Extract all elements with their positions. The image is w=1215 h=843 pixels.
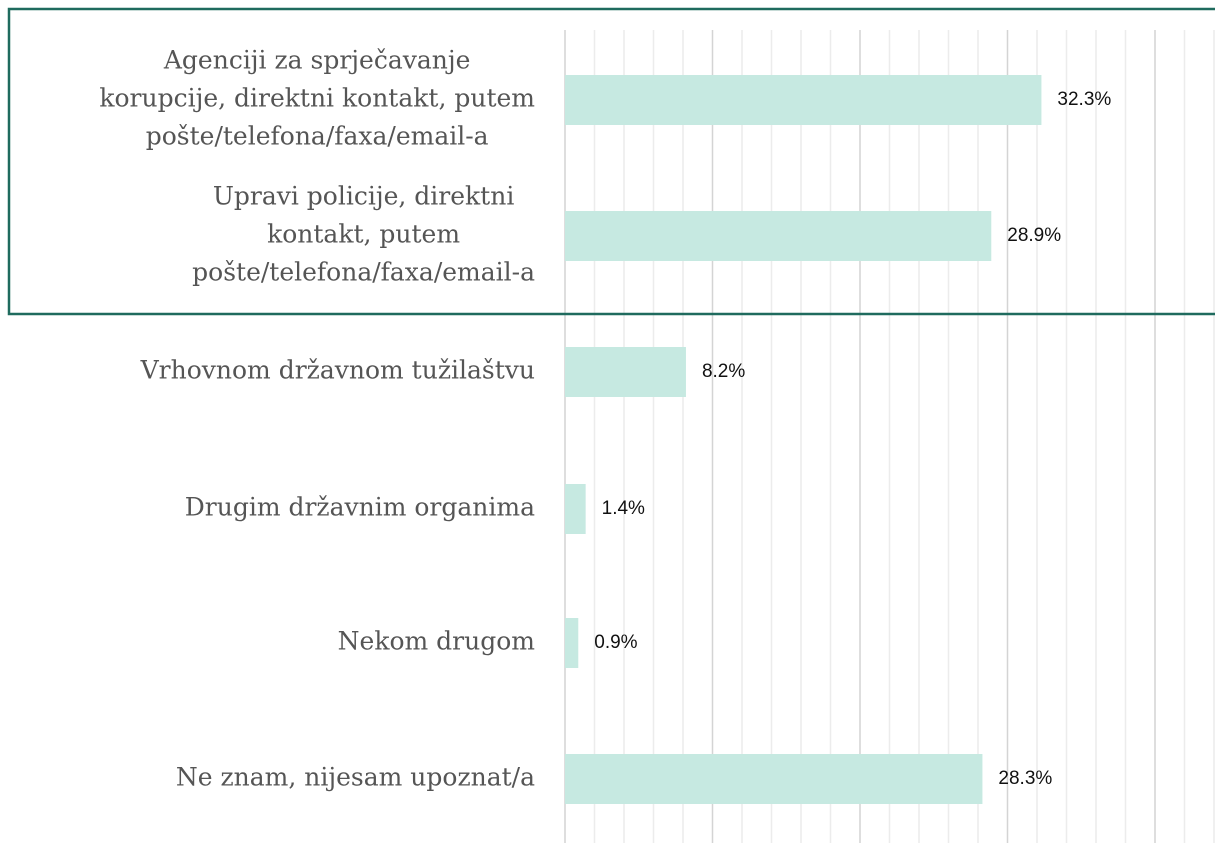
bar <box>565 211 992 261</box>
bar <box>565 618 579 668</box>
value-label: 32.3% <box>1057 89 1111 110</box>
category-label: Ne znam, nijesam upoznat/a <box>176 763 535 792</box>
value-label: 28.3% <box>998 768 1052 789</box>
bars: 32.3% Agenciji za sprječavanje korupcije, … <box>99 46 1111 804</box>
bar <box>565 754 983 804</box>
value-label: 28.9% <box>1007 225 1061 246</box>
category-label: Vrhovnom državnom tužilaštvu <box>140 356 535 385</box>
grid <box>564 30 1215 843</box>
category-label: Drugim državnim organima <box>185 493 535 522</box>
category-label: Upravi policije, direktni <box>213 182 515 211</box>
category-label: pošte/telefona/faxa/email-a <box>192 258 535 287</box>
value-label: 0.9% <box>594 632 637 653</box>
bar <box>565 484 586 534</box>
bar <box>565 75 1042 125</box>
value-label: 8.2% <box>702 361 745 382</box>
value-label: 1.4% <box>602 498 645 519</box>
highlight-box <box>7 7 1215 316</box>
category-label: kontakt, putem <box>267 220 460 249</box>
category-label: Nekom drugom <box>338 627 536 656</box>
category-label: Agenciji za sprječavanje <box>163 46 471 75</box>
category-label: pošte/telefona/faxa/email-a <box>146 122 489 151</box>
bar <box>565 347 686 397</box>
category-label: korupcije, direktni kontakt, putem <box>99 84 535 113</box>
